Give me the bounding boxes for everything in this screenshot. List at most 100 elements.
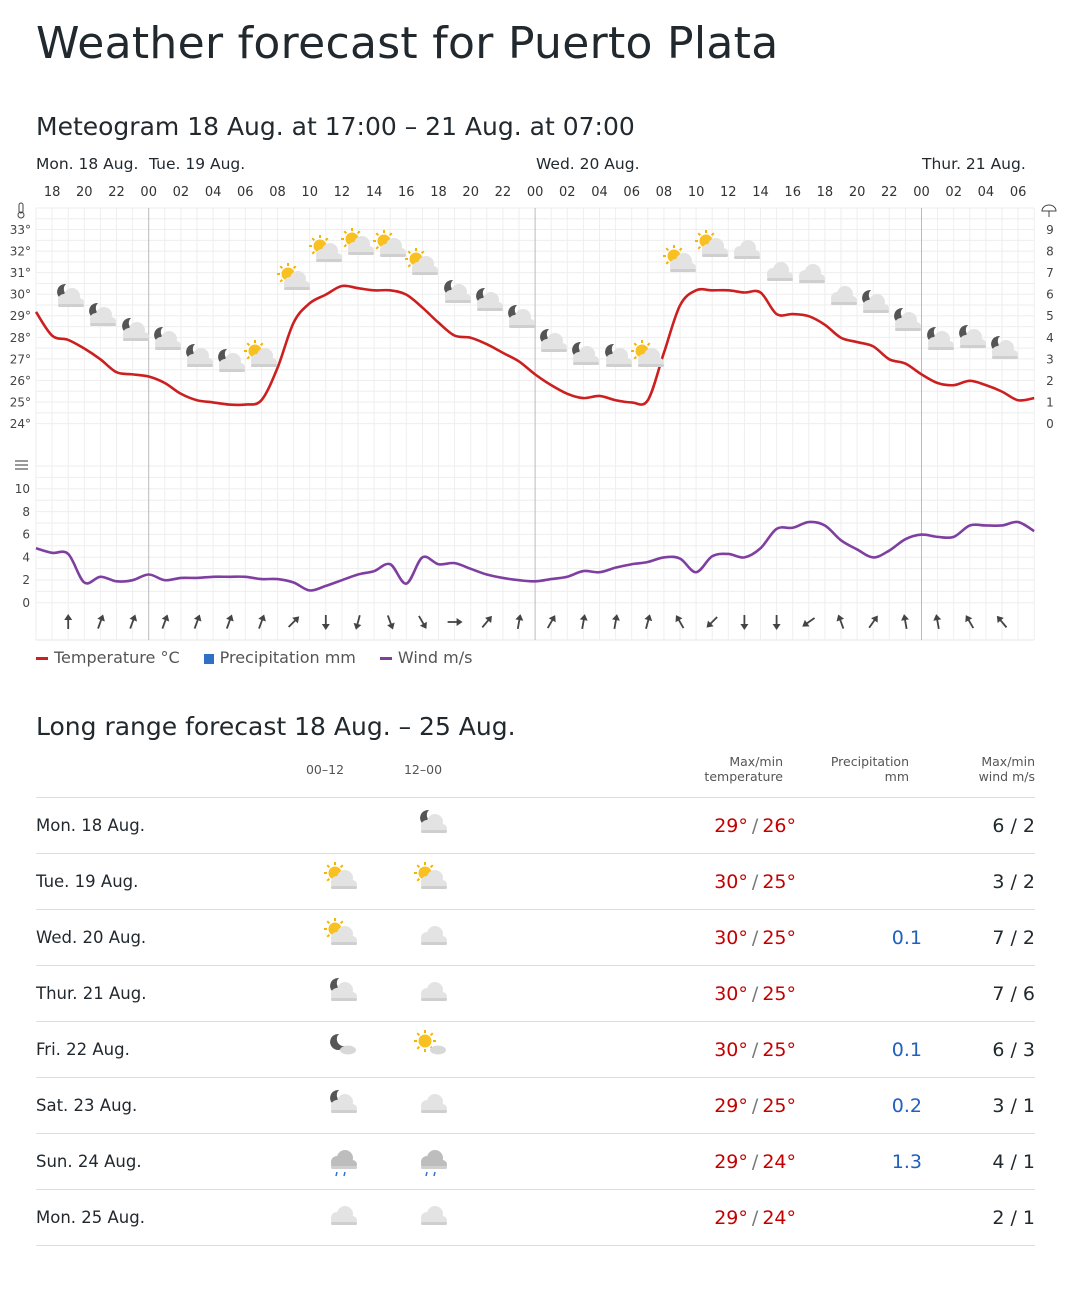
chart-legend: Temperature °C Precipitation mm Wind m/s: [36, 648, 472, 667]
grid: [35, 207, 1035, 641]
hour-tick: 04: [591, 185, 608, 200]
day-label: Thur. 21 Aug.: [922, 155, 1026, 173]
row-precipitation: [796, 853, 922, 910]
forecast-row[interactable]: Wed. 20 Aug. 30°/25° 0.1 7 / 2: [36, 909, 1035, 966]
forecast-row[interactable]: Sun. 24 Aug. 29°/24° 1.3 4 / 1: [36, 1133, 1035, 1190]
hour-tick: 00: [140, 185, 157, 200]
forecast-row[interactable]: Mon. 25 Aug. 29°/24° 2 / 1: [36, 1189, 1035, 1246]
hour-tick: 20: [849, 185, 866, 200]
wind-arrow-icon: [225, 614, 234, 629]
row-temperature: 29°/26°: [476, 797, 796, 854]
wind-arrow-icon: [706, 616, 718, 628]
wind-arrow-icon: [288, 616, 300, 628]
max-temp: 29°: [714, 1094, 748, 1117]
row-precipitation: 0.1: [796, 1021, 922, 1078]
wind-arrow-icon: [386, 615, 395, 630]
row-day: Mon. 18 Aug.: [36, 797, 296, 854]
wind-arrow-icon: [772, 615, 781, 630]
hour-tick: 00: [527, 185, 544, 200]
hour-tick: 02: [559, 185, 576, 200]
legend-temperature[interactable]: Temperature °C: [36, 648, 180, 667]
row-temperature: 29°/24°: [476, 1189, 796, 1246]
row-precipitation: 0.2: [796, 1077, 922, 1134]
precip-tick: 0: [1046, 417, 1054, 431]
weather-rain-icon: [296, 1133, 386, 1190]
wind-tick: 0: [22, 596, 30, 610]
legend-precipitation[interactable]: Precipitation mm: [203, 648, 356, 667]
forecast-row[interactable]: Mon. 18 Aug. 29°/26° 6 / 2: [36, 797, 1035, 854]
temp-tick: 24°: [10, 417, 31, 431]
umbrella-icon: [1041, 204, 1057, 217]
precip-tick: 8: [1046, 245, 1054, 259]
hour-tick: 18: [817, 185, 834, 200]
temp-tick: 30°: [10, 288, 31, 302]
wind-arrow-icon: [97, 614, 105, 629]
row-wind: 7 / 6: [922, 965, 1035, 1022]
hour-tick: 16: [784, 185, 801, 200]
meteogram-title: Meteogram 18 Aug. at 17:00 – 21 Aug. at …: [36, 112, 635, 141]
hour-tick: 02: [945, 185, 962, 200]
legend-label: Wind m/s: [397, 648, 473, 667]
header-line: wind m/s: [978, 769, 1035, 784]
header-00-12: 00–12: [305, 762, 345, 777]
hour-tick: 22: [495, 185, 512, 200]
temp-tick: 26°: [10, 374, 31, 388]
wind-arrow-icon: [675, 615, 685, 629]
row-temperature: 30°/25°: [476, 909, 796, 966]
hour-tick: 12: [334, 185, 351, 200]
header-line: Max/min: [729, 754, 783, 769]
weather-night-icon: [296, 1077, 386, 1134]
temperature-line: [34, 284, 1035, 407]
header-line: Max/min: [981, 754, 1035, 769]
hour-tick: 22: [108, 185, 125, 200]
row-day: Tue. 19 Aug.: [36, 853, 296, 910]
row-wind: 2 / 1: [922, 1189, 1035, 1246]
wind-arrow-icon: [258, 614, 266, 629]
max-temp: 29°: [714, 1206, 748, 1229]
legend-wind[interactable]: Wind m/s: [379, 648, 473, 667]
wind-arrow-icon: [868, 615, 878, 629]
weather-night-fair-icon: [296, 1021, 386, 1078]
forecast-row[interactable]: Thur. 21 Aug. 30°/25° 7 / 6: [36, 965, 1035, 1022]
row-precipitation: [796, 1189, 922, 1246]
precip-tick: 1: [1046, 395, 1054, 409]
legend-label: Temperature °C: [54, 648, 180, 667]
legend-label: Precipitation mm: [219, 648, 356, 667]
wind-tick: 2: [22, 573, 30, 587]
forecast-row[interactable]: Fri. 22 Aug. 30°/25° 0.1 6 / 3: [36, 1021, 1035, 1078]
row-day: Wed. 20 Aug.: [36, 909, 296, 966]
precip-tick: 4: [1046, 331, 1054, 345]
page-title: Weather forecast for Puerto Plata: [36, 18, 779, 69]
long-range-table: Mon. 18 Aug. 29°/26° 6 / 2 Tue. 19 Aug. 3…: [36, 797, 1035, 1246]
weather-cloud-icon: [386, 1077, 476, 1134]
weather-symbol-day-icon: [628, 338, 664, 368]
forecast-row[interactable]: Tue. 19 Aug. 30°/25° 3 / 2: [36, 853, 1035, 910]
precip-tick: 5: [1046, 309, 1054, 323]
row-wind: 7 / 2: [922, 909, 1035, 966]
forecast-row[interactable]: Sat. 23 Aug. 29°/25° 0.2 3 / 1: [36, 1077, 1035, 1134]
hour-tick: 02: [173, 185, 190, 200]
day-label: Mon. 18 Aug.: [36, 155, 139, 173]
precip-tick: 2: [1046, 374, 1054, 388]
wind-icon: [15, 460, 28, 470]
day-label: Wed. 20 Aug.: [536, 155, 640, 173]
wind-arrow-icon: [515, 614, 524, 630]
wind-arrow-icon: [418, 615, 427, 629]
hour-tick: 12: [720, 185, 737, 200]
wind-arrow-icon: [447, 617, 463, 626]
weather-sun-fair-icon: [386, 1021, 476, 1078]
max-temp: 29°: [714, 1150, 748, 1173]
row-day: Fri. 22 Aug.: [36, 1021, 296, 1078]
wind-arrow-icon: [644, 614, 653, 629]
wind-tick: 6: [22, 528, 30, 542]
min-temp: 25°: [762, 926, 796, 949]
row-temperature: 30°/25°: [476, 853, 796, 910]
row-wind: 6 / 3: [922, 1021, 1035, 1078]
header-precipitation: Precipitation mm: [800, 754, 909, 784]
min-temp: 25°: [762, 982, 796, 1005]
min-temp: 25°: [762, 1038, 796, 1061]
meteogram-chart: 18 20 22 00 02 04 06 08 10 12 14 16 18 20 22 00 02 04 06 08…: [10, 185, 1057, 641]
precip-tick: 3: [1046, 352, 1054, 366]
temp-tick: 27°: [10, 352, 31, 366]
hour-tick: 18: [44, 185, 61, 200]
